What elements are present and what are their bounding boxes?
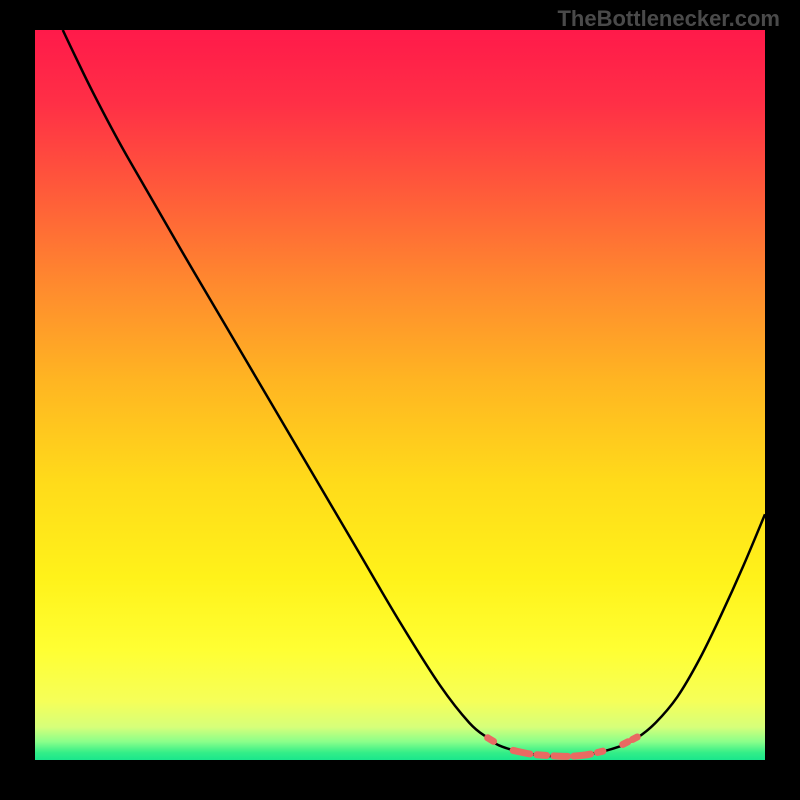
dotted-overlay-middle [513,750,603,756]
attribution-text: TheBottlenecker.com [557,6,780,32]
dotted-overlay-left [488,738,497,743]
curve-layer [35,30,765,775]
dotted-overlay-right [623,737,638,744]
bottleneck-curve [63,30,765,756]
plot-area [35,30,765,775]
